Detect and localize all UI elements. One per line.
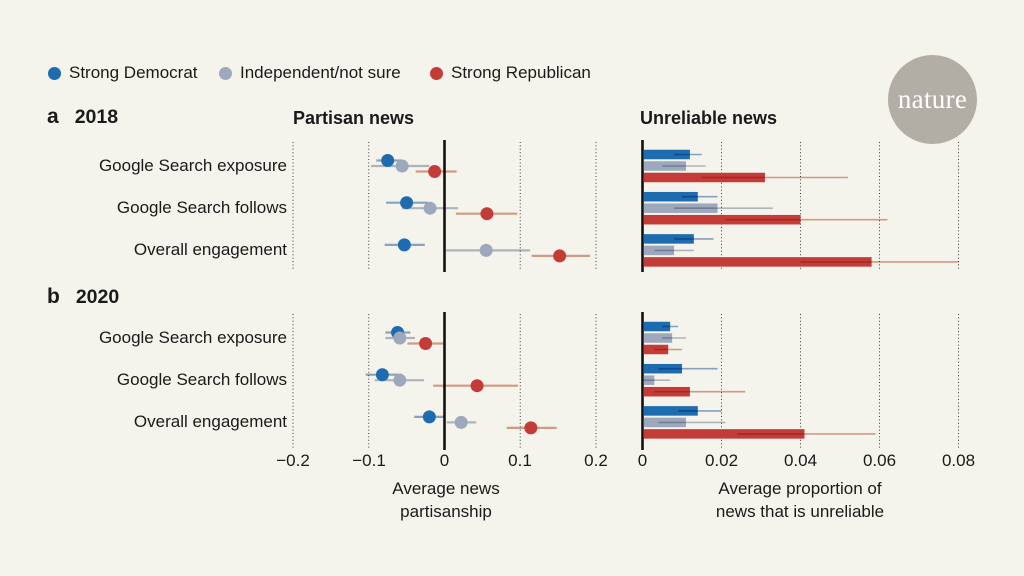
row-label-overall: Overall engagement [133, 412, 287, 431]
legend-label: Strong Democrat [69, 63, 198, 82]
panel-a-label: a 2018 [47, 105, 118, 129]
dot [395, 159, 409, 173]
dot [400, 196, 414, 210]
dot [524, 421, 538, 435]
legend-item-republican: Strong Republican [430, 63, 591, 83]
dot [454, 415, 468, 429]
panel-year: 2018 [74, 106, 119, 128]
bar [643, 214, 801, 225]
bar [643, 149, 690, 160]
panel-letter: a [47, 105, 59, 128]
dot [381, 154, 395, 167]
republican-dot-icon [430, 66, 443, 80]
unreliable-axis-caption: Average proportion of news that is unrel… [716, 477, 884, 523]
row-label-follows: Google Search follows [116, 370, 287, 389]
dot [419, 337, 433, 350]
row-label-exposure: Google Search exposure [98, 156, 287, 175]
caption-line: Average proportion of [718, 479, 882, 498]
partisanship-axis-caption: Average news partisanship [392, 477, 499, 523]
panel-b-label: b 2020 [47, 285, 119, 309]
nature-logo-text: nature [897, 84, 968, 114]
unreliable-news-title: Unreliable news [640, 108, 778, 128]
bar [643, 257, 872, 267]
panel-year: 2020 [75, 286, 120, 308]
legend-item-democrat: Strong Democrat [48, 63, 198, 83]
dot [428, 165, 442, 178]
row-label-overall: Overall engagement [133, 240, 287, 259]
bar [643, 333, 673, 343]
bar [643, 429, 805, 439]
x-tick: 0.1 [508, 451, 532, 470]
x-tick: 0 [439, 451, 450, 470]
x-tick: 0.02 [704, 451, 739, 470]
caption-line: news that is unreliable [715, 502, 885, 521]
x-tick: 0.04 [783, 451, 818, 470]
dot [397, 238, 411, 252]
bar [643, 234, 694, 244]
legend-label: Independent/not sure [240, 63, 401, 82]
row-label-follows: Google Search follows [116, 198, 287, 217]
dot [479, 243, 493, 257]
x-tick: 0.08 [941, 451, 976, 470]
partisan-news-title: Partisan news [293, 108, 415, 128]
bar [643, 321, 671, 332]
x-tick: 0.06 [862, 451, 897, 470]
bar [643, 406, 698, 416]
x-tick: −0.1 [352, 451, 386, 470]
legend-item-independent: Independent/not sure [219, 63, 401, 83]
dot [393, 331, 407, 345]
x-tick: 0.2 [584, 451, 608, 470]
caption-line: Average news [392, 479, 500, 498]
row-label-exposure: Google Search exposure [98, 328, 287, 347]
dot [480, 207, 494, 221]
dot [470, 379, 484, 393]
panel-letter: b [47, 285, 60, 308]
dot [423, 201, 437, 215]
caption-line: partisanship [400, 502, 492, 521]
dot [553, 249, 567, 263]
legend-label: Strong Republican [451, 63, 591, 82]
x-tick: −0.2 [276, 451, 310, 470]
dot [393, 373, 407, 387]
dot [422, 410, 436, 424]
democrat-dot-icon [48, 66, 61, 80]
nature-logo: nature [888, 55, 977, 144]
dot [375, 368, 389, 382]
x-tick: 0 [637, 451, 648, 470]
independent-dot-icon [219, 66, 232, 80]
bar [643, 191, 698, 202]
